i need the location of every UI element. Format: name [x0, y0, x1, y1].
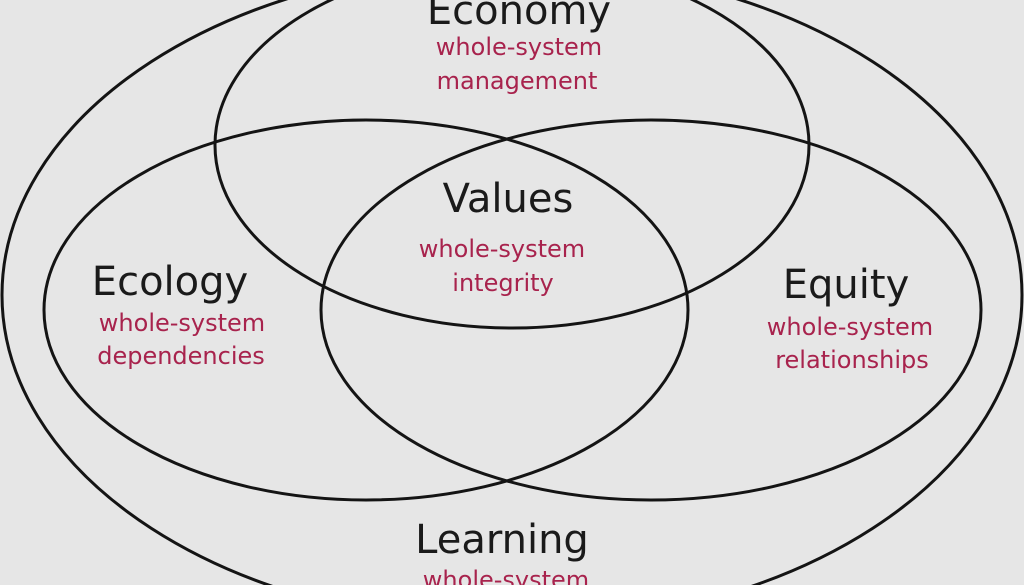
- ecology-subtitle-line1: whole-system: [99, 309, 265, 337]
- economy-ellipse: [213, 0, 811, 330]
- economy-subtitle-line2: management: [437, 67, 598, 95]
- ecology-title: Ecology: [92, 259, 248, 305]
- values-title: Values: [443, 176, 574, 222]
- equity-subtitle-line1: whole-system: [767, 313, 933, 341]
- economy-title: Economy: [427, 0, 611, 34]
- ecology-subtitle-line2: dependencies: [97, 342, 265, 370]
- learning-subtitle-line1: whole-system: [423, 566, 589, 585]
- ecology-ellipse: [42, 118, 690, 502]
- equity-title: Equity: [783, 262, 909, 308]
- equity-ellipse: [319, 118, 983, 502]
- values-subtitle-line2: integrity: [452, 269, 553, 297]
- values-subtitle-line1: whole-system: [419, 235, 585, 263]
- economy-subtitle-line1: whole-system: [436, 33, 602, 61]
- learning-title: Learning: [415, 517, 589, 563]
- equity-subtitle-line2: relationships: [775, 346, 929, 374]
